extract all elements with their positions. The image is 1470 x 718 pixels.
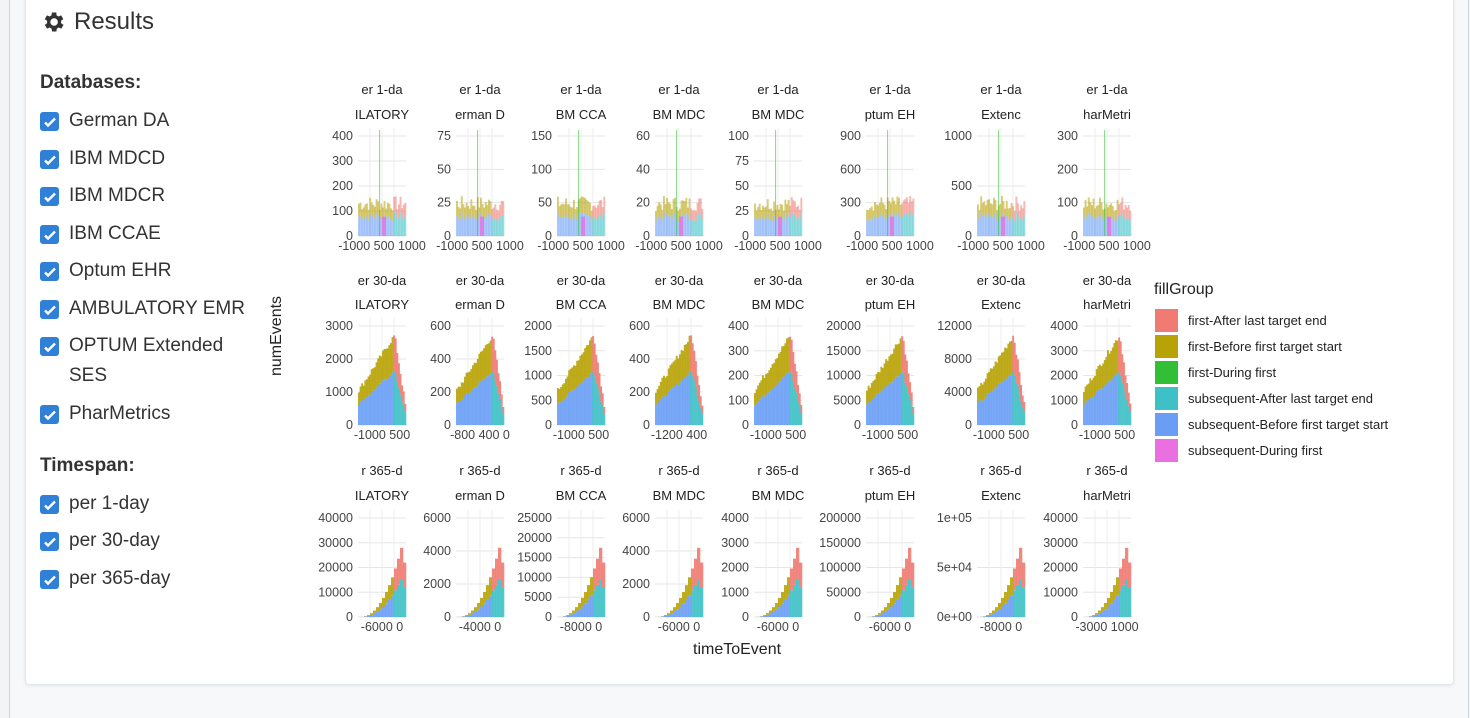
checkbox-ambulatory-emr[interactable]: AMBULATORY EMR — [40, 299, 245, 324]
checkbox-optum-extended-ses[interactable]: OPTUM Extended SES — [40, 336, 239, 391]
legend-label: subsequent-After last target end — [1188, 391, 1373, 406]
legend-item: first-Before first target start — [1155, 335, 1342, 358]
checkbox-checked-icon[interactable] — [40, 495, 59, 514]
checkbox-label: AMBULATORY EMR — [69, 294, 245, 324]
checkbox-label: IBM MDCR — [69, 181, 165, 211]
checkbox-ibm-mdcr[interactable]: IBM MDCR — [40, 186, 165, 211]
legend-label: first-Before first target start — [1188, 339, 1342, 354]
checkbox-ibm-mdcd[interactable]: IBM MDCD — [40, 149, 165, 174]
gear-icon — [40, 9, 66, 35]
legend-swatch — [1155, 439, 1178, 462]
legend-swatch — [1155, 413, 1178, 436]
checkbox-per-1-day[interactable]: per 1-day — [40, 494, 149, 519]
legend-label: subsequent-Before first target start — [1188, 417, 1388, 432]
results-header: Results — [40, 6, 154, 38]
checkbox-checked-icon[interactable] — [40, 300, 59, 319]
y-axis-label: numEvents — [268, 296, 286, 376]
checkbox-label: German DA — [69, 106, 169, 136]
checkbox-optum-ehr[interactable]: Optum EHR — [40, 261, 171, 286]
checkbox-label: IBM MDCD — [69, 144, 165, 174]
checkbox-label: IBM CCAE — [69, 219, 161, 249]
legend-item: first-After last target end — [1155, 309, 1327, 332]
legend-item: subsequent-Before first target start — [1155, 413, 1388, 436]
legend-swatch — [1155, 309, 1178, 332]
checkbox-german-da[interactable]: German DA — [40, 111, 169, 136]
checkbox-ibm-ccae[interactable]: IBM CCAE — [40, 224, 161, 249]
legend-label: subsequent-During first — [1188, 443, 1322, 458]
legend-swatch — [1155, 361, 1178, 384]
legend-swatch — [1155, 335, 1178, 358]
legend-item: first-During first — [1155, 361, 1276, 384]
checkbox-label: Optum EHR — [69, 256, 171, 286]
checkbox-checked-icon[interactable] — [40, 112, 59, 131]
checkbox-checked-icon[interactable] — [40, 150, 59, 169]
checkbox-label: PharMetrics — [69, 399, 170, 429]
checkbox-label: per 30-day — [69, 526, 160, 556]
legend-label: first-After last target end — [1188, 313, 1327, 328]
timespan-label: Timespan: — [40, 455, 135, 477]
results-title: Results — [74, 8, 154, 36]
checkbox-checked-icon[interactable] — [40, 262, 59, 281]
x-axis-label: timeToEvent — [693, 641, 781, 659]
checkbox-checked-icon[interactable] — [40, 337, 59, 356]
checkbox-checked-icon[interactable] — [40, 532, 59, 551]
checkbox-pharmetrics[interactable]: PharMetrics — [40, 404, 170, 429]
databases-label: Databases: — [40, 72, 141, 94]
checkbox-per-365-day[interactable]: per 365-day — [40, 569, 170, 594]
checkbox-checked-icon[interactable] — [40, 225, 59, 244]
checkbox-label: per 365-day — [69, 564, 170, 594]
legend-swatch — [1155, 387, 1178, 410]
checkbox-checked-icon[interactable] — [40, 570, 59, 589]
checkbox-checked-icon[interactable] — [40, 405, 59, 424]
legend-item: subsequent-After last target end — [1155, 387, 1373, 410]
checkbox-label: OPTUM Extended SES — [69, 331, 239, 391]
checkbox-per-30-day[interactable]: per 30-day — [40, 531, 160, 556]
legend-label: first-During first — [1188, 365, 1276, 380]
legend-item: subsequent-During first — [1155, 439, 1322, 462]
legend-title: fillGroup — [1154, 281, 1214, 299]
checkbox-checked-icon[interactable] — [40, 187, 59, 206]
checkbox-label: per 1-day — [69, 489, 149, 519]
